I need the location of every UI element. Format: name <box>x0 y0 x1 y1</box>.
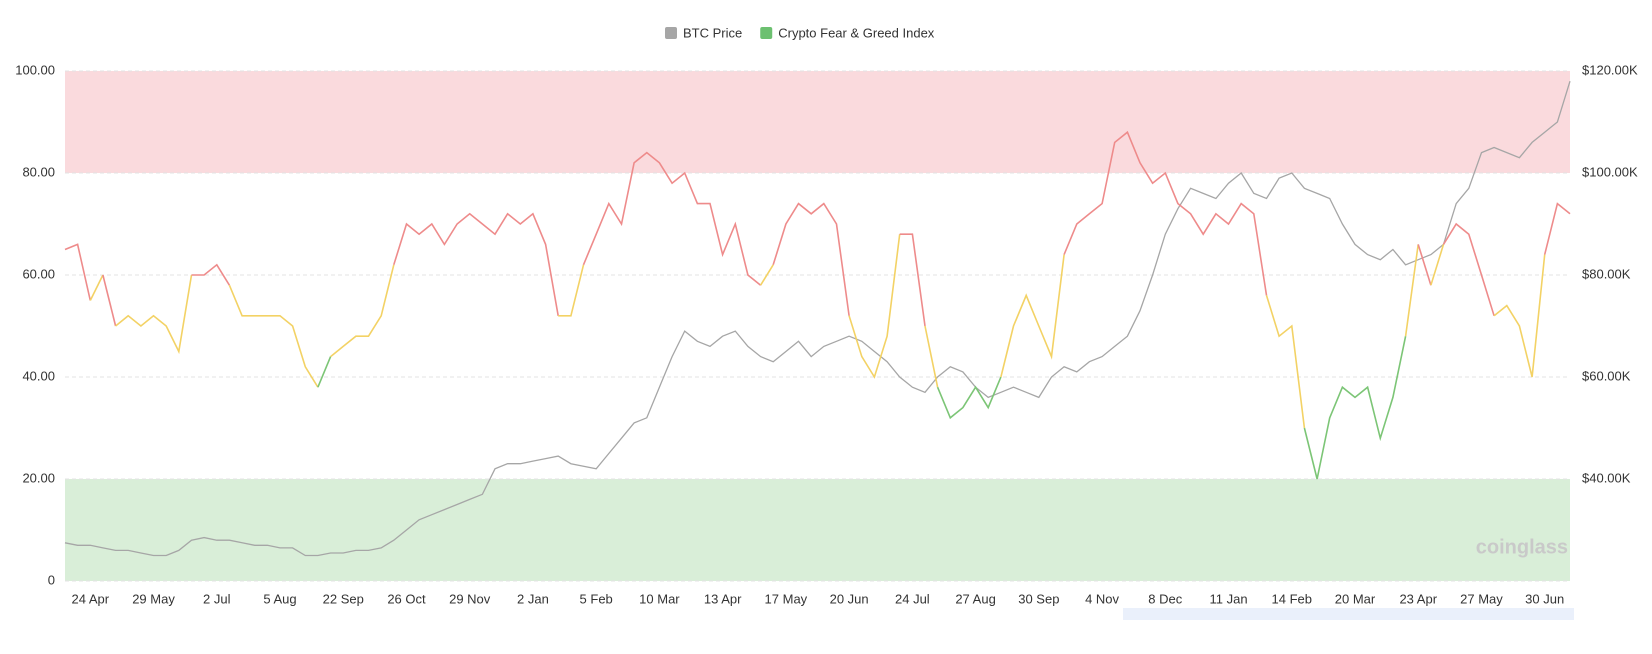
x-tick-label: 24 Apr <box>71 591 109 606</box>
index-line <box>936 376 1002 420</box>
index-line <box>1543 202 1571 255</box>
y-tick-label: 40.00 <box>22 368 55 383</box>
index-line <box>759 264 774 286</box>
x-tick-label: 13 Apr <box>704 591 742 606</box>
btc-line <box>64 81 1571 557</box>
index-line <box>115 274 193 355</box>
x-tick-label: 20 Jun <box>830 591 869 606</box>
index-line <box>1063 130 1268 296</box>
index-line <box>1417 244 1432 286</box>
x-tick-label: 8 Dec <box>1148 591 1182 606</box>
x-tick-label: 30 Jun <box>1525 591 1564 606</box>
y-tick-label: 0 <box>48 572 55 587</box>
zone-band <box>65 479 1570 581</box>
x-tick-label: 5 Aug <box>263 591 296 606</box>
x-tick-label: 11 Jan <box>1209 591 1247 606</box>
y-tick-label: 20.00 <box>22 470 55 485</box>
index-line <box>64 243 92 301</box>
index-line <box>1442 222 1495 317</box>
watermark: coinglass <box>1476 536 1568 558</box>
index-line <box>899 233 926 327</box>
y2-tick-label: $100.00K <box>1582 164 1638 179</box>
x-tick-label: 29 May <box>132 591 175 606</box>
x-tick-label: 17 May <box>765 591 808 606</box>
y2-tick-label: $40.00K <box>1582 470 1631 485</box>
x-tick-label: 5 Feb <box>580 591 613 606</box>
y-tick-label: 60.00 <box>22 266 55 281</box>
index-line <box>1265 295 1306 429</box>
x-tick-label: 4 Nov <box>1085 591 1119 606</box>
index-line <box>924 325 939 388</box>
x-tick-label: 22 Sep <box>323 591 364 606</box>
x-tick-label: 10 Mar <box>639 591 680 606</box>
index-line <box>1303 336 1407 480</box>
legend-label: BTC Price <box>683 25 742 40</box>
y-tick-label: 100.00 <box>15 62 55 77</box>
index-line <box>191 263 231 286</box>
x-tick-label: 26 Oct <box>387 591 426 606</box>
index-line <box>772 202 850 316</box>
x-tick-label: 29 Nov <box>449 591 491 606</box>
y-tick-label: 80.00 <box>22 164 55 179</box>
index-line <box>1493 254 1546 378</box>
index-line <box>317 356 332 388</box>
x-tick-label: 27 May <box>1460 591 1503 606</box>
x-tick-label: 30 Sep <box>1018 591 1059 606</box>
index-line <box>1404 244 1419 337</box>
legend-swatch <box>760 27 773 39</box>
x-tick-label: 27 Aug <box>955 591 996 606</box>
zone-band <box>65 71 1570 173</box>
index-line <box>848 234 901 379</box>
index-line <box>1430 244 1445 286</box>
index-line <box>228 284 319 388</box>
index-line <box>102 274 117 327</box>
index-line <box>89 274 104 301</box>
x-tick-label: 20 Mar <box>1335 591 1376 606</box>
x-tick-label: 2 Jul <box>203 591 231 606</box>
index-line <box>393 212 559 316</box>
y2-tick-label: $120.00K <box>1582 62 1638 77</box>
y2-tick-label: $80.00K <box>1582 266 1631 281</box>
x-tick-label: 14 Feb <box>1272 591 1312 606</box>
scroll-bar <box>1123 608 1574 620</box>
index-line <box>330 264 395 358</box>
x-tick-label: 24 Jul <box>895 591 930 606</box>
y2-tick-label: $60.00K <box>1582 368 1631 383</box>
x-tick-label: 2 Jan <box>517 591 549 606</box>
index-line <box>558 264 585 317</box>
index-line <box>1000 254 1065 378</box>
x-tick-label: 23 Apr <box>1399 591 1437 606</box>
legend-swatch <box>665 27 677 39</box>
legend-label: Crypto Fear & Greed Index <box>778 25 935 40</box>
index-line <box>582 151 762 286</box>
